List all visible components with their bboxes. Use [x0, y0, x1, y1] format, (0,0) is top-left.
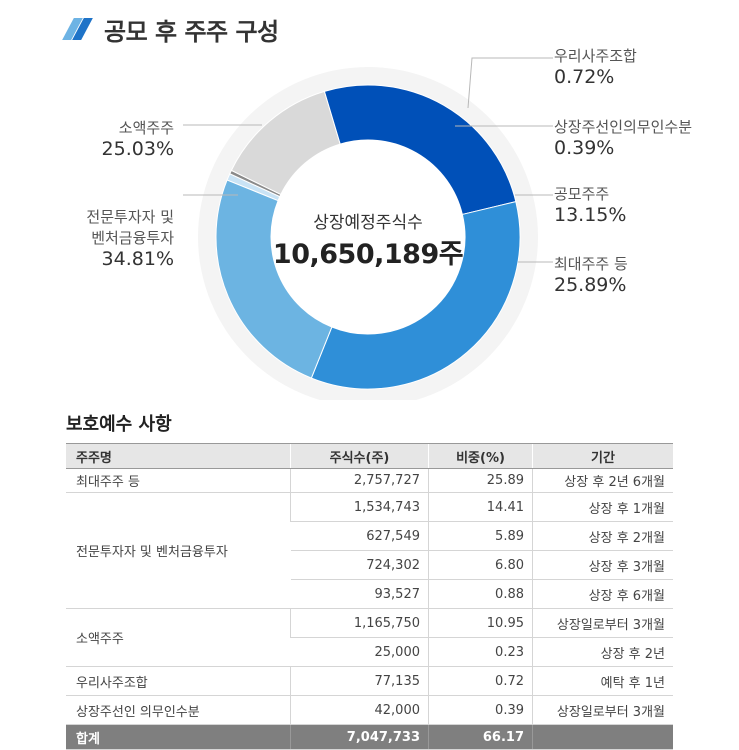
label-pct: 25.89%: [554, 274, 627, 296]
table-row: 627,549 5.89 상장 후 2개월: [66, 521, 673, 551]
label-name: 공모주주: [554, 185, 610, 203]
cell-shares: 1,534,743: [290, 492, 429, 522]
cell-shares: 2,757,727: [290, 468, 429, 493]
cell-holder: 소액주주: [66, 608, 291, 667]
cell-period: 예탁 후 1년: [532, 666, 673, 696]
table-header-row: 주주명 주식수(주) 비중(%) 기간: [66, 443, 673, 469]
label-pct: 0.39%: [554, 137, 615, 159]
cell-period: 상장 후 3개월: [532, 550, 673, 580]
donut-chart: [183, 57, 553, 400]
total-row: 합계 7,047,733 66.17: [66, 724, 673, 750]
center-value: 10,650,189주: [272, 239, 464, 270]
leader-line: [467, 57, 553, 109]
cell-ratio: 0.39: [428, 695, 533, 725]
cell-shares: 25,000: [290, 637, 429, 667]
total-label: 합계: [66, 724, 291, 750]
header-shares: 주식수(주): [290, 443, 429, 469]
table-row: 소액주주 1,165,750 10.95 상장일로부터 3개월: [66, 608, 673, 667]
label-institutional: 전문투자자 및 벤처금융투자 34.81%: [50, 186, 174, 291]
total-period: [532, 724, 673, 750]
label-name: 최대주주 등: [554, 255, 628, 273]
cell-period: 상장 후 1개월: [532, 492, 673, 522]
label-underwriter: 상장주선인의무인수분 0.39%: [554, 117, 692, 159]
cell-shares: 93,527: [290, 579, 429, 609]
label-pct: 13.15%: [554, 204, 627, 226]
table-row: 724,302 6.80 상장 후 3개월: [66, 550, 673, 580]
table-row: 우리사주조합 77,135 0.72 예탁 후 1년: [66, 666, 673, 696]
cell-period: 상장 후 2년: [532, 637, 673, 667]
cell-holder: 최대주주 등: [66, 468, 291, 493]
cell-period: 상장 후 2년 6개월: [532, 468, 673, 493]
cell-holder: 전문투자자 및 벤처금융투자: [66, 492, 291, 609]
cell-holder: 상장주선인 의무인수분: [66, 695, 291, 725]
label-name: 상장주선인의무인수분: [554, 118, 693, 136]
cell-ratio: 0.88: [428, 579, 533, 609]
cell-shares: 1,165,750: [290, 608, 429, 638]
total-ratio: 66.17: [428, 724, 533, 750]
cell-shares: 724,302: [290, 550, 429, 580]
cell-ratio: 10.95: [428, 608, 533, 638]
lockup-section-title: 보호예수 사항: [66, 414, 172, 435]
header-holder: 주주명: [66, 443, 291, 469]
cell-ratio: 0.72: [428, 666, 533, 696]
label-name: 우리사주조합: [554, 47, 637, 65]
table-row: 93,527 0.88 상장 후 6개월: [66, 579, 673, 609]
table-row: 전문투자자 및 벤처금융투자 1,534,743 14.41 상장 후 1개월: [66, 492, 673, 609]
page-title: 공모 후 주주 구성: [104, 17, 279, 46]
cell-holder: 우리사주조합: [66, 666, 291, 696]
lockup-table: 주주명 주식수(주) 비중(%) 기간 최대주주 등 2,757,727 25.89…: [66, 443, 673, 750]
cell-period: 상장 후 2개월: [532, 521, 673, 551]
cell-shares: 77,135: [290, 666, 429, 696]
label-public-offering: 공모주주 13.15%: [554, 184, 626, 226]
cell-shares: 42,000: [290, 695, 429, 725]
label-employee-stock: 우리사주조합 0.72%: [554, 46, 637, 88]
cell-ratio: 5.89: [428, 521, 533, 551]
table-row: 25,000 0.23 상장 후 2년: [66, 637, 673, 667]
label-minority: 소액주주 25.03%: [50, 118, 174, 160]
cell-ratio: 6.80: [428, 550, 533, 580]
cell-ratio: 25.89: [428, 468, 533, 493]
table-row: 최대주주 등 2,757,727 25.89 상장 후 2년 6개월: [66, 468, 673, 493]
label-pct: 34.81%: [101, 248, 174, 270]
cell-shares: 627,549: [290, 521, 429, 551]
header-period: 기간: [532, 443, 673, 469]
label-name: 전문투자자 및 벤처금융투자: [86, 208, 174, 247]
center-label: 상장예정주식수: [313, 213, 423, 233]
label-pct: 25.03%: [101, 138, 174, 160]
header-ratio: 비중(%): [428, 443, 533, 469]
cell-period: 상장 후 6개월: [532, 579, 673, 609]
label-name: 소액주주: [118, 119, 174, 137]
title-area: 공모 후 주주 구성: [62, 12, 279, 46]
table-row: 상장주선인 의무인수분 42,000 0.39 상장일로부터 3개월: [66, 695, 673, 725]
cell-period: 상장일로부터 3개월: [532, 608, 673, 638]
cell-ratio: 14.41: [428, 492, 533, 522]
cell-period: 상장일로부터 3개월: [532, 695, 673, 725]
label-largest-shareholder: 최대주주 등 25.89%: [554, 254, 628, 296]
donut-hole: [271, 140, 465, 334]
cell-ratio: 0.23: [428, 637, 533, 667]
total-shares: 7,047,733: [290, 724, 429, 750]
label-pct: 0.72%: [554, 66, 615, 88]
